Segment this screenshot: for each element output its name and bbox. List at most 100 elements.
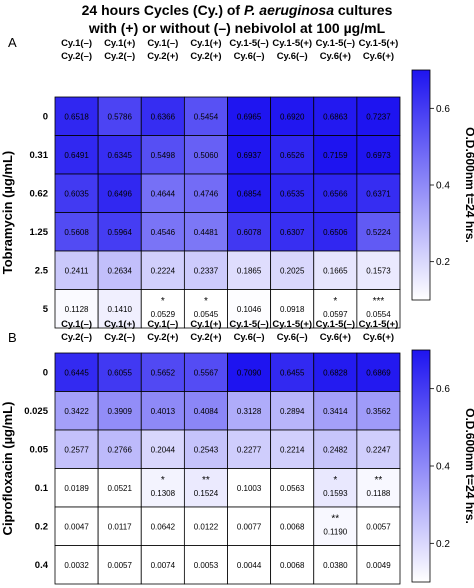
panel-b-heatmap-cell bbox=[54, 506, 99, 546]
panel-a-cell-value: 0.1410 bbox=[107, 305, 132, 314]
panel-b-heatmap-cell bbox=[97, 391, 142, 431]
panel-a-colorbar-tick-label: 0.4 bbox=[436, 181, 450, 192]
panel-b-heatmap-cell bbox=[270, 352, 315, 392]
panel-a-heatmap-cell bbox=[313, 289, 358, 329]
panel-b-colorbar bbox=[411, 349, 431, 583]
panel-a-heatmap-cell bbox=[356, 289, 401, 329]
panel-a-row-label: 0.62 bbox=[30, 188, 49, 199]
panel-a-heatmap-cell bbox=[227, 96, 272, 136]
panel-a-cell-value: 0.7159 bbox=[323, 151, 348, 160]
panel-b-col-header-line1: Cy.1-5(+) bbox=[359, 319, 399, 330]
panel-b-cell-value: 0.0189 bbox=[64, 484, 89, 493]
panel-a-heatmap-cell bbox=[356, 250, 401, 290]
panel-a-cell-value: 0.2224 bbox=[151, 266, 176, 275]
panel-a-heatmap-cell bbox=[270, 96, 315, 136]
panel-b-cell-value: 0.3422 bbox=[64, 407, 89, 416]
panel-b-heatmap-cell bbox=[140, 545, 185, 585]
panel-a-heatmap-cell bbox=[356, 96, 401, 136]
panel-a-row-label: 2.5 bbox=[35, 265, 49, 276]
panel-b-cell-value: 0.0057 bbox=[366, 522, 391, 531]
panel-a-heatmap-cell bbox=[356, 173, 401, 213]
panel-a-heatmap-cell bbox=[270, 173, 315, 213]
panel-a-col-header-line1: Cy.1-5(–) bbox=[229, 38, 268, 49]
panel-a-heatmap-cell bbox=[356, 135, 401, 175]
panel-a-cell-value: 0.6863 bbox=[323, 112, 348, 121]
panel-b-col-header-line2: Cy.6(+) bbox=[363, 332, 394, 343]
panel-b-heatmap-cell bbox=[227, 545, 272, 585]
panel-b-col-header-line2: Cy.2(+) bbox=[190, 332, 221, 343]
panel-a-cell-value: 0.6937 bbox=[237, 151, 262, 160]
panel-a-heatmap-cell bbox=[97, 250, 142, 290]
panel-b-cell-value: 0.0380 bbox=[323, 561, 348, 570]
panel-a-col-header-line1: Cy.1-5(–) bbox=[316, 38, 355, 49]
panel-a-significance-mark: *** bbox=[373, 296, 385, 307]
panel-a-heatmap-cell bbox=[54, 212, 99, 252]
panel-b-heatmap-cell bbox=[140, 429, 185, 469]
panel-b-col-header-line1: Cy.1(–) bbox=[61, 319, 92, 330]
panel-b-cell-value: 0.4084 bbox=[194, 407, 219, 416]
panel-b-cell-value: 0.0049 bbox=[366, 561, 391, 570]
panel-a-heatmap-cell bbox=[227, 135, 272, 175]
figure-title-line1: 24 hours Cycles (Cy.) of P. aeruginosa c… bbox=[81, 2, 393, 18]
panel-b-row-label: 0 bbox=[43, 367, 48, 378]
panel-a-cell-value: 0.1665 bbox=[323, 266, 348, 275]
panel-a-colorbar-tick-label: 0.6 bbox=[436, 104, 450, 115]
panel-a-heatmap-cell bbox=[227, 250, 272, 290]
panel-a-col-header-line2: Cy.6(–) bbox=[234, 51, 265, 62]
panel-a-cell-value: 0.6506 bbox=[323, 228, 348, 237]
panel-a-cell-value: 0.4644 bbox=[151, 189, 176, 198]
panel-b-cell-value: 0.6828 bbox=[323, 368, 348, 377]
panel-b-cell-value: 0.0563 bbox=[280, 484, 305, 493]
panel-b-col-header-line1: Cy.1(–) bbox=[147, 319, 178, 330]
panel-a-heatmap-cell bbox=[183, 212, 228, 252]
panel-b-col-header-line2: Cy.2(–) bbox=[104, 332, 135, 343]
panel-b-heatmap-cell bbox=[356, 429, 401, 469]
panel-b-heatmap-cell bbox=[97, 468, 142, 508]
panel-b-cell-value: 0.6869 bbox=[366, 368, 391, 377]
panel-b-col-header-line2: Cy.6(–) bbox=[277, 332, 308, 343]
panel-a-heatmap-cell bbox=[227, 173, 272, 213]
panel-b-cell-value: 0.5652 bbox=[151, 368, 176, 377]
panel-b-cell-value: 0.2277 bbox=[237, 445, 262, 454]
panel-a-heatmap-cell bbox=[183, 250, 228, 290]
panel-b-cell-value: 0.6055 bbox=[107, 368, 132, 377]
panel-a-colorbar-label: O.D.600nm t=24 hrs. bbox=[463, 127, 474, 243]
panel-b-cell-value: 0.0077 bbox=[237, 522, 262, 531]
panel-b-heatmap-cell bbox=[140, 506, 185, 546]
panel-a-heatmap-cell bbox=[313, 173, 358, 213]
panel-b-cell-value: 0.0122 bbox=[194, 522, 219, 531]
panel-a-col-header-line1: Cy.1-5(+) bbox=[272, 38, 312, 49]
panel-a-col-header-line2: Cy.6(–) bbox=[277, 51, 308, 62]
panel-b-cell-value: 0.3128 bbox=[237, 407, 262, 416]
panel-b-colorbar-label: O.D.600nm t=24 hrs. bbox=[463, 408, 474, 524]
panel-b-heatmap-cell bbox=[270, 545, 315, 585]
panel-a-heatmap-cell bbox=[183, 289, 228, 329]
panel-b-row-label: 0.025 bbox=[24, 406, 48, 417]
panel-b-colorbar-tick-label: 0.6 bbox=[436, 384, 450, 395]
panel-a-heatmap-cell bbox=[313, 135, 358, 175]
panel-b-significance-mark: * bbox=[161, 475, 165, 486]
panel-a-cell-value: 0.6307 bbox=[280, 228, 305, 237]
panel-b-significance-mark: ** bbox=[375, 475, 383, 486]
panel-b-cell-value: 0.3909 bbox=[107, 407, 132, 416]
panel-a-cell-value: 0.5454 bbox=[194, 112, 219, 121]
panel-a-cell-value: 0.4546 bbox=[151, 228, 176, 237]
panel-b-cell-value: 0.2247 bbox=[366, 445, 391, 454]
panel-b-row-label: 0.1 bbox=[35, 483, 49, 494]
panel-a-heatmap-cell bbox=[227, 289, 272, 329]
panel-b-cell-value: 0.7090 bbox=[237, 368, 262, 377]
panel-a-heatmap-cell bbox=[270, 250, 315, 290]
panel-b-cell-value: 0.2044 bbox=[151, 445, 176, 454]
panel-b-cell-value: 0.1593 bbox=[323, 489, 348, 498]
panel-a-cell-value: 0.6518 bbox=[64, 112, 89, 121]
panel-b-col-header-line2: Cy.2(–) bbox=[61, 332, 92, 343]
panel-a-row-label: 0 bbox=[43, 111, 48, 122]
panel-a-cell-value: 0.0554 bbox=[366, 310, 391, 319]
panel-b-cell-value: 0.3562 bbox=[366, 407, 391, 416]
panel-a-cell-value: 0.2337 bbox=[194, 266, 219, 275]
panel-b-cell-value: 0.1524 bbox=[194, 489, 219, 498]
panel-b-colorbar-tick-label: 0.4 bbox=[436, 462, 450, 473]
panel-b-heatmap-cell bbox=[54, 468, 99, 508]
panel-a-cell-value: 0.6965 bbox=[237, 112, 262, 121]
panel-a-col-header-line2: Cy.2(–) bbox=[104, 51, 135, 62]
